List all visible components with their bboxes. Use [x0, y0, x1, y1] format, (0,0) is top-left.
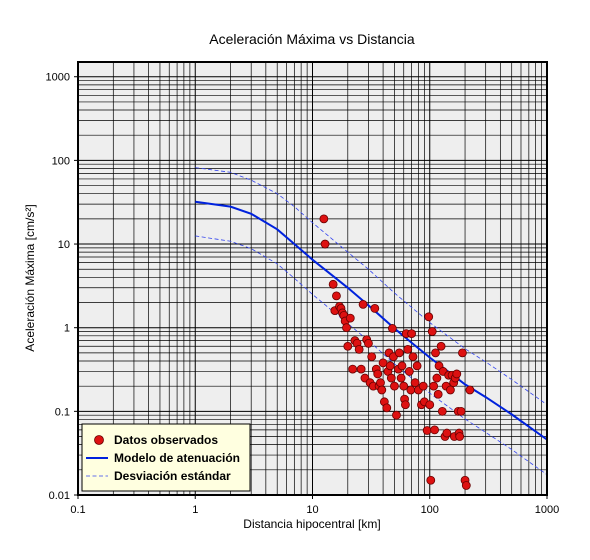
data-point: [403, 345, 413, 354]
y-axis-label: Aceleración Máxima [cm/s²]: [23, 204, 37, 351]
y-tick-label: 1: [64, 323, 70, 335]
data-point: [406, 385, 416, 395]
legend-label-std: Desviación estándar: [114, 469, 231, 483]
data-point: [455, 432, 465, 441]
data-point: [382, 403, 392, 413]
data-point: [394, 348, 404, 358]
data-point: [364, 338, 373, 348]
data-point: [386, 373, 396, 383]
series-lines: [195, 167, 547, 475]
data-point: [427, 327, 437, 336]
data-point: [345, 313, 355, 323]
scatter-points: [319, 214, 475, 490]
data-point: [348, 364, 358, 374]
data-point: [442, 428, 452, 438]
data-point: [358, 299, 368, 309]
std-deviation-line: [195, 167, 547, 406]
y-tick-label: 0.1: [55, 406, 70, 418]
data-point: [342, 323, 351, 333]
data-point: [390, 381, 399, 391]
legend-marker-icon: [94, 435, 104, 445]
y-tick-label: 100: [52, 155, 70, 167]
data-point: [425, 400, 435, 410]
data-point: [354, 345, 364, 354]
data-point: [319, 214, 329, 224]
data-point: [404, 367, 414, 376]
data-point: [456, 406, 466, 416]
data-point: [452, 369, 462, 379]
legend: Datos observados Modelo de atenuación De…: [81, 423, 251, 492]
legend-label-observed: Datos observados: [114, 433, 218, 447]
data-point: [424, 312, 434, 322]
legend-label-model: Modelo de atenuación: [114, 451, 240, 465]
data-point: [392, 410, 401, 420]
chart-title: Aceleración Máxima vs Distancia: [209, 31, 415, 47]
data-point: [461, 481, 471, 490]
data-point: [385, 361, 395, 371]
data-point: [408, 352, 418, 362]
data-point: [396, 373, 406, 383]
data-point: [429, 381, 439, 391]
data-point: [377, 385, 387, 395]
data-point: [422, 426, 432, 435]
data-point: [332, 291, 341, 301]
data-point: [458, 348, 467, 358]
data-point: [436, 341, 446, 351]
data-point: [373, 369, 383, 379]
data-point: [431, 348, 440, 358]
y-tick-label: 0.01: [49, 490, 70, 502]
data-point: [370, 304, 380, 313]
x-axis-label: Distancia hipocentral [km]: [243, 517, 380, 531]
x-tick-label: 10: [306, 504, 318, 516]
data-point: [418, 381, 428, 391]
data-point: [465, 385, 475, 395]
data-point: [376, 378, 385, 388]
attenuation-model-line: [195, 200, 547, 441]
data-point: [320, 239, 330, 249]
std-deviation-line: [195, 235, 547, 475]
data-point: [426, 475, 436, 485]
data-point: [412, 361, 422, 371]
x-tick-label: 1000: [535, 504, 559, 516]
data-point: [410, 378, 420, 388]
x-tick-label: 100: [421, 504, 439, 516]
data-point: [356, 364, 366, 374]
data-point: [343, 341, 353, 351]
data-point: [437, 406, 447, 416]
data-point: [387, 324, 397, 333]
data-point: [445, 385, 455, 395]
legend-box: [81, 423, 251, 492]
data-point: [433, 389, 443, 399]
data-point: [399, 381, 409, 391]
data-point: [328, 279, 338, 289]
grid: [78, 62, 547, 495]
data-point: [367, 352, 377, 362]
data-point: [401, 400, 410, 410]
data-point: [397, 361, 407, 371]
data-point: [432, 373, 442, 383]
y-tick-label: 10: [58, 239, 70, 251]
y-tick-label: 1000: [46, 72, 70, 84]
x-tick-label: 0.1: [70, 504, 85, 516]
plot-frame: [77, 61, 548, 496]
data-point: [407, 329, 416, 339]
x-tick-label: 1: [192, 504, 198, 516]
data-point: [430, 425, 440, 435]
